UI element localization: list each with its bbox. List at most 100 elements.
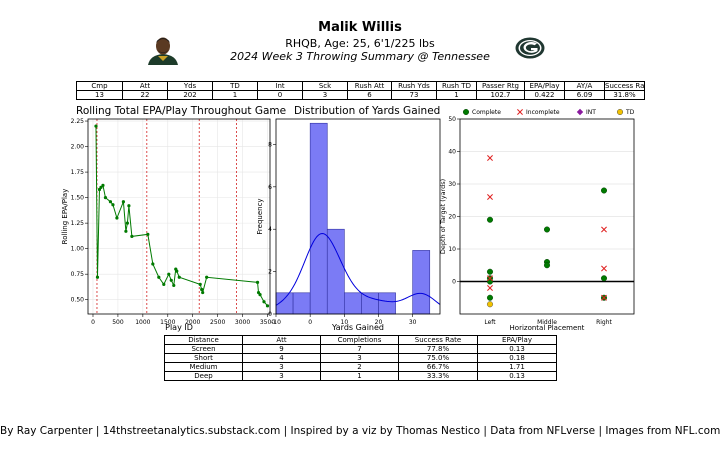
legend-label: Incomplete (526, 109, 560, 116)
y-axis-label: Depth of Target (yards) (439, 179, 447, 254)
histogram-bar (326, 228, 345, 315)
incomplete-point-stroke (601, 265, 607, 272)
epa-point (111, 203, 115, 207)
y-tick-label: 50 (448, 116, 456, 123)
epa-cell: 1.71 (477, 362, 557, 372)
table-row: Screen 9 7 77.8% 0.13 (164, 344, 557, 354)
epa-point (115, 216, 119, 220)
incomplete-point (601, 294, 607, 301)
epa-point (201, 290, 205, 295)
x-tick-label: 30 (409, 319, 417, 326)
y-tick-label: 10 (448, 246, 456, 253)
y-axis-label: Frequency (256, 198, 264, 234)
x-tick-label: 10 (341, 319, 349, 326)
incomplete-point-stroke (487, 194, 493, 200)
table-row: Deep 3 1 33.3% 0.13 (164, 371, 557, 381)
plot-frame (459, 118, 635, 315)
stats-value-row: 13 22 202 1 0 3 6 73 1 102.7 0.422 6.09 … (76, 90, 645, 100)
epa-point (205, 275, 209, 279)
x-tick-label: 0 (91, 319, 95, 326)
plot-frame (275, 118, 441, 315)
incomplete-point-stroke (601, 226, 607, 233)
epa-point (130, 234, 134, 239)
success-rate-cell: 77.8% (398, 344, 478, 354)
incomplete-point-stroke (487, 285, 493, 291)
y-tick-label: 1.75 (71, 169, 85, 176)
complete-point (487, 216, 494, 223)
incomplete-point (487, 194, 493, 200)
epa-point (167, 272, 171, 276)
table-row: Medium 3 2 66.7% 1.71 (164, 362, 557, 372)
complete-point (544, 226, 551, 233)
incomplete-point (601, 226, 607, 233)
epa-point (169, 278, 173, 282)
epa-chart-title: Rolling Total EPA/Play Throughout Game (76, 105, 287, 117)
y-tick-label: 30 (448, 181, 456, 188)
x-tick-label: Middle (537, 319, 557, 326)
epa-point (151, 262, 155, 266)
complete-point (487, 268, 494, 275)
legend-marker-complete (463, 108, 470, 115)
epa-point (108, 200, 113, 204)
y-tick-label: 0 (268, 311, 272, 318)
epa-point (101, 183, 105, 187)
legend-marker-int (576, 108, 584, 116)
x-tick-label: 3000 (235, 319, 250, 326)
header-cell: Att (242, 335, 321, 345)
incomplete-point (487, 155, 493, 161)
game-summary: 2024 Week 3 Throwing Summary @ Tennessee (230, 50, 490, 63)
x-axis-label: Play ID (165, 323, 193, 332)
header-cell: EPA/Play (477, 335, 557, 345)
success-rate-cell: 75.0% (398, 353, 478, 363)
distance-table: Distance Att Completions Success Rate EP… (164, 335, 557, 381)
epa-point (162, 282, 166, 286)
kde-curve (275, 232, 441, 306)
epa-cell: 0.13 (477, 344, 557, 354)
y-tick-label: 4 (268, 226, 272, 233)
distance-cell: Short (164, 353, 243, 363)
x-tick-label: 1000 (135, 319, 150, 326)
legend-label: TD (625, 109, 635, 116)
page-title: Malik Willis (318, 20, 402, 35)
epa-point (262, 300, 266, 304)
x-tick-label: 2000 (185, 319, 200, 326)
complete-point (487, 294, 494, 301)
y-tick-label: 2.00 (71, 144, 85, 151)
value-cell: 31.8% (604, 90, 645, 100)
header-cell: Success Rate (398, 335, 478, 345)
header-cell: Completions (320, 335, 399, 345)
incomplete-point (601, 265, 607, 272)
incomplete-point-stroke (487, 155, 493, 161)
histogram-bar (412, 250, 431, 315)
y-tick-label: 0.75 (71, 271, 85, 278)
x-tick-label: Left (484, 319, 496, 326)
epa-point (99, 185, 103, 190)
y-tick-label: 2.25 (71, 118, 85, 125)
attempts-cell: 4 (242, 353, 321, 363)
y-tick-label: 0 (452, 279, 456, 286)
legend-label: INT (586, 109, 596, 116)
epa-point (95, 275, 100, 279)
epa-cell: 0.13 (477, 371, 557, 381)
complete-point (601, 275, 608, 282)
y-tick-label: 1.50 (71, 195, 85, 202)
y-tick-label: 1.00 (71, 246, 85, 253)
td-point (486, 301, 494, 308)
incomplete-point-stroke (487, 275, 493, 282)
distance-cell: Deep (164, 371, 243, 381)
incomplete-point (487, 285, 493, 291)
x-tick-label: 2500 (210, 319, 225, 326)
epa-point (200, 287, 204, 292)
x-axis-label: Yards Gained (331, 323, 384, 332)
x-tick-label: 500 (112, 319, 124, 326)
x-tick-label: 1500 (160, 319, 175, 326)
y-tick-label: 40 (448, 149, 456, 156)
x-tick-label: 3500 (260, 319, 275, 326)
epa-point (172, 283, 176, 288)
complete-point (601, 187, 608, 194)
epa-point (258, 293, 262, 297)
complete-point (544, 262, 551, 269)
epa-point (121, 200, 126, 204)
y-tick-label: 6 (268, 184, 272, 191)
